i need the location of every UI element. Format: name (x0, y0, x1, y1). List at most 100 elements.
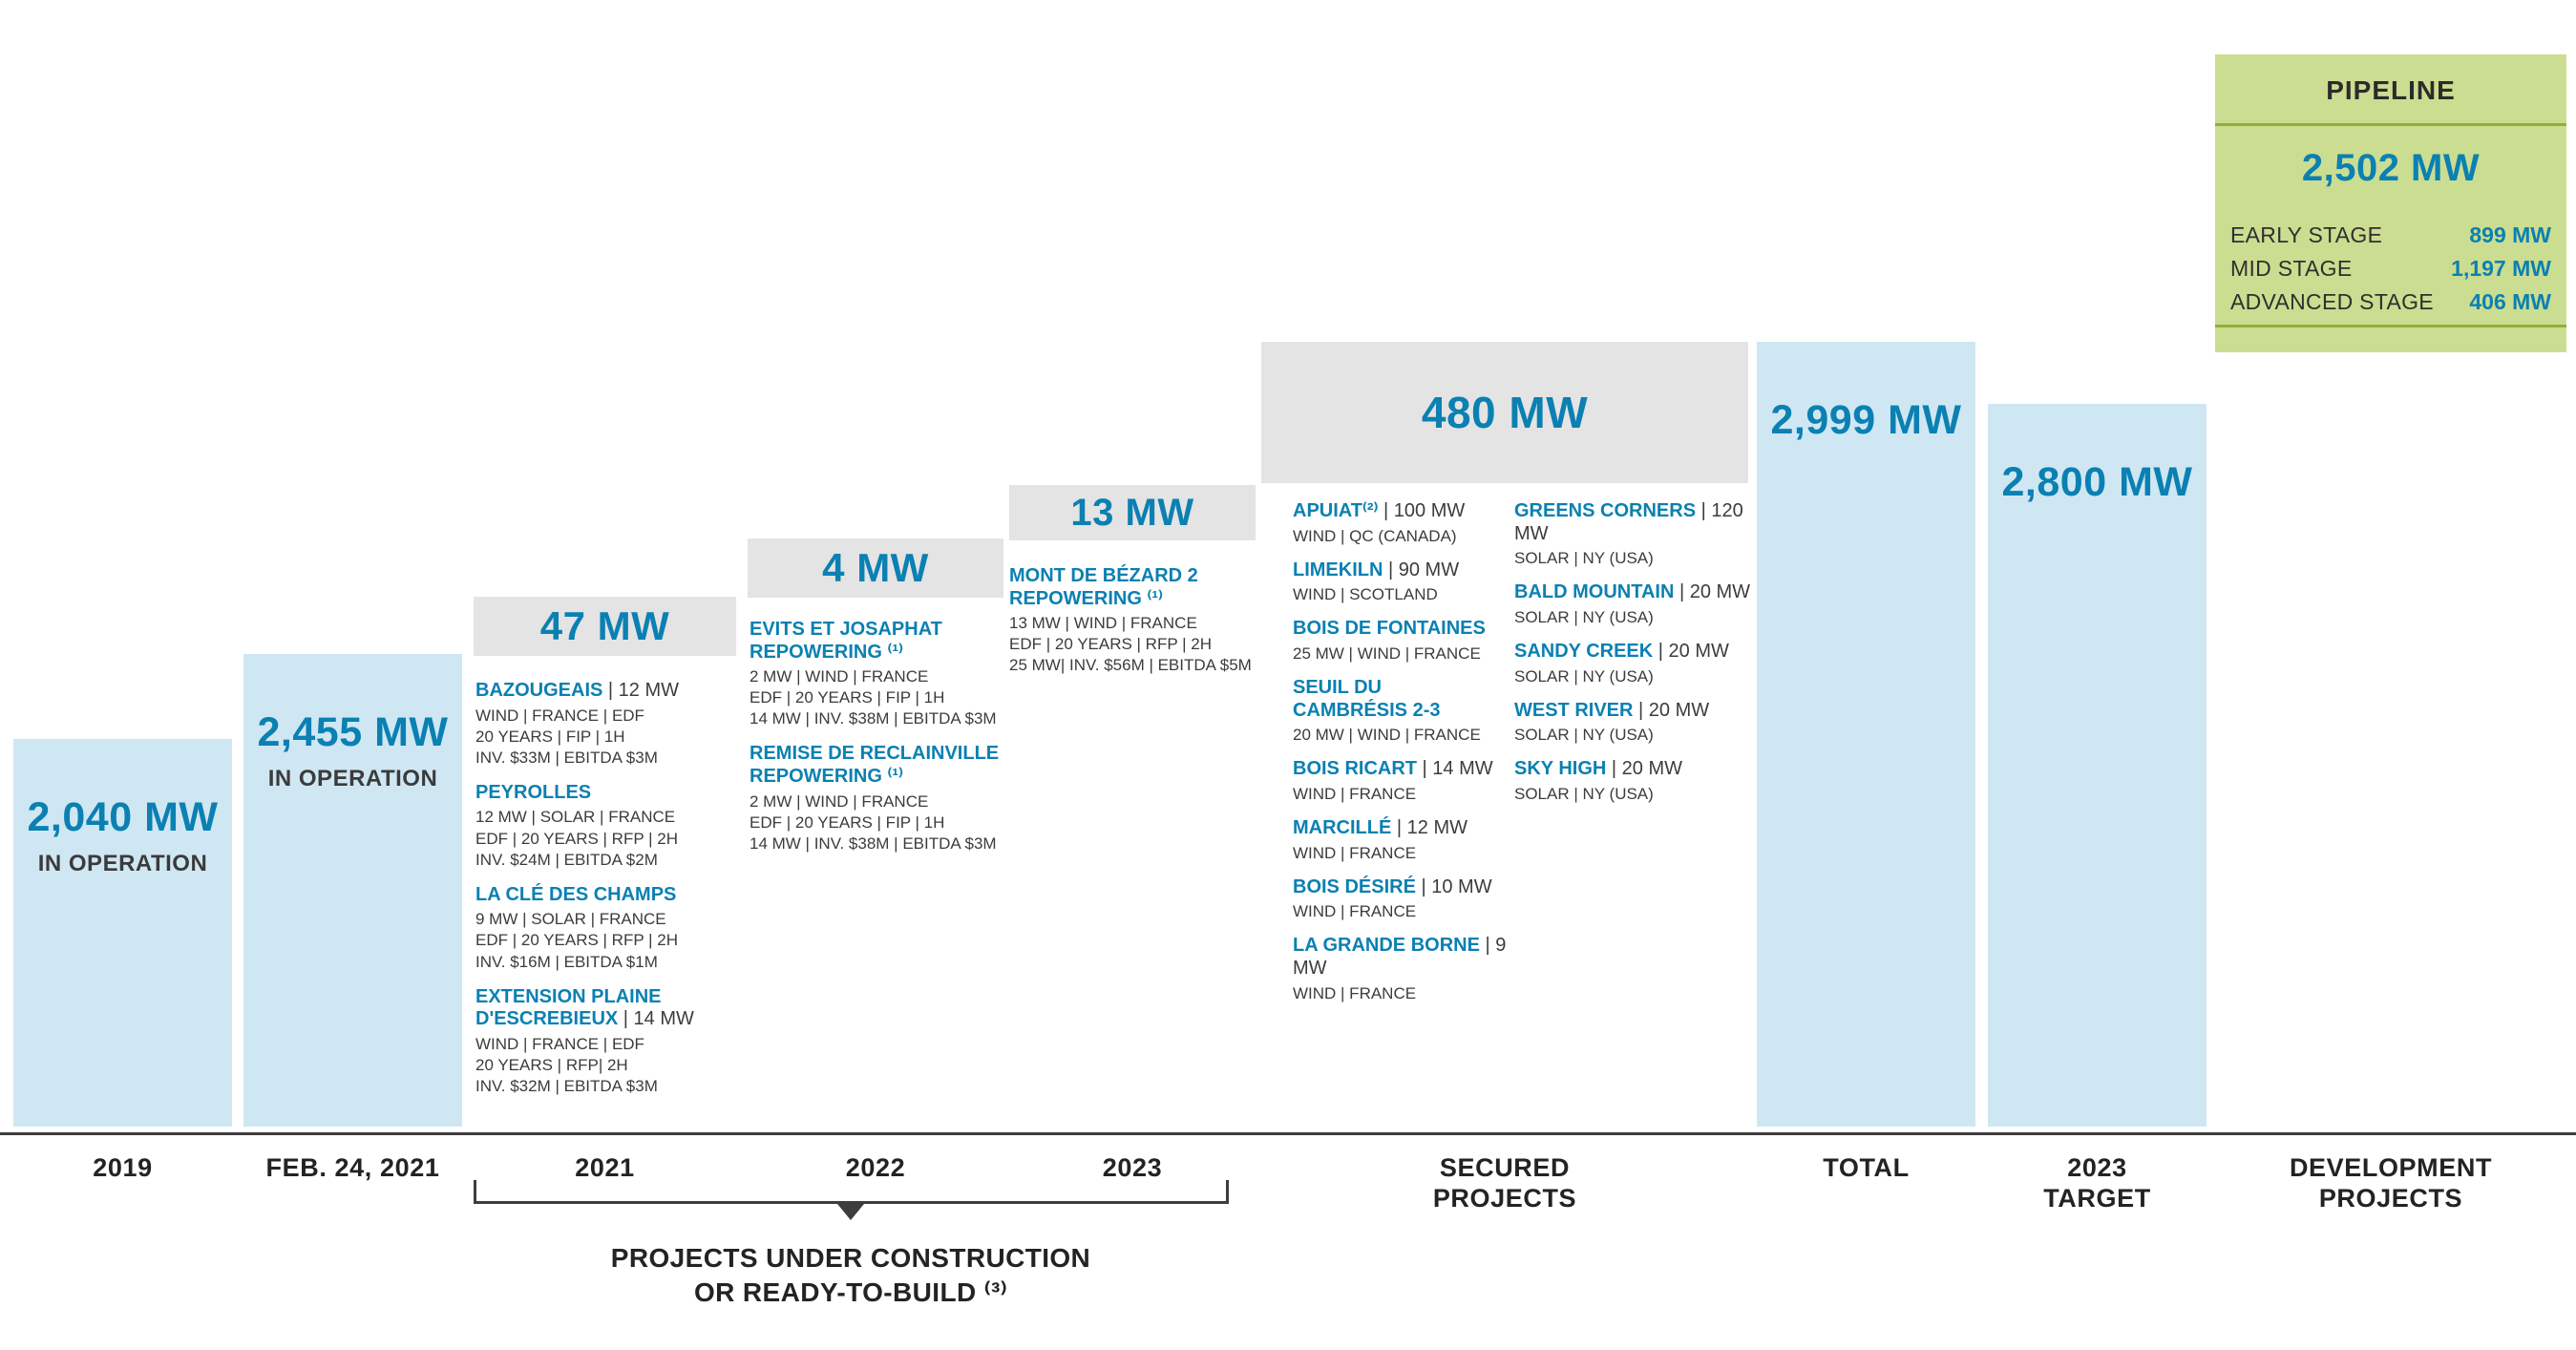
project-name-text: BOIS DE FONTAINES (1293, 618, 1486, 640)
project-capacity: | 20 MW (1606, 758, 1682, 780)
secured-project-list-2: GREENS CORNERS | 120 MW SOLAR | NY (USA)… (1514, 500, 1751, 817)
project-capacity: | 90 MW (1383, 559, 1460, 580)
project-entry: LA CLÉ DES CHAMPS 9 MW | SOLAR | FRANCE … (475, 884, 741, 973)
project-details: WIND | FRANCE (1293, 902, 1417, 921)
project-name-text: BOIS RICART (1293, 758, 1417, 780)
project-name: BAZOUGEAIS | 12 MW (475, 680, 741, 703)
pipeline-stage-row: ADVANCED STAGE 406 MW (2230, 289, 2551, 315)
pipeline-top-divider (2215, 123, 2566, 126)
project-details: 25 MW | WIND | FRANCE (1293, 643, 1481, 663)
project-capacity: | 120 MW (1514, 500, 1743, 544)
project-capacity: | 10 MW (1415, 875, 1492, 897)
project-entry: LIMEKILN | 90 MW WIND | SCOTLAND (1293, 559, 1510, 606)
project-name-text: PEYROLLES (475, 781, 592, 803)
project-details: SOLAR | NY (USA) (1514, 726, 1654, 745)
bar-total: 2,999 MW (1757, 342, 1975, 1127)
pipeline-stage-list: EARLY STAGE 899 MW MID STAGE 1,197 MW AD… (2230, 222, 2551, 315)
project-name: BOIS RICART | 14 MW (1293, 758, 1510, 781)
step-header-secured-mw: 480 MW (1261, 342, 1748, 483)
project-name-text: REMISE DE RECLAINVILLE REPOWERING ⁽¹⁾ (750, 743, 1000, 788)
project-name-text: SKY HIGH (1514, 758, 1607, 780)
axis-label-2023-target: 2023 TARGET (2043, 1153, 2151, 1213)
x-axis-line (0, 1132, 2576, 1135)
project-entry: APUIAT⁽²⁾ | 100 MW WIND | QC (CANADA) (1293, 500, 1510, 547)
bar-feb-subtitle: IN OPERATION (267, 766, 438, 791)
construction-bracket (474, 1201, 1229, 1204)
project-name-text: APUIAT⁽²⁾ (1293, 500, 1379, 521)
project-name: BOIS DE FONTAINES (1293, 618, 1510, 641)
project-capacity: | 9 MW (1293, 935, 1507, 979)
down-triangle-icon (837, 1204, 864, 1220)
project-entry: BOIS DE FONTAINES 25 MW | WIND | FRANCE (1293, 618, 1510, 664)
project-details: 2 MW | WIND | FRANCE EDF | 20 YEARS | FI… (750, 667, 997, 728)
project-details: 12 MW | SOLAR | FRANCE EDF | 20 YEARS | … (475, 808, 678, 869)
axis-label-2021: 2021 (575, 1153, 635, 1182)
project-name: APUIAT⁽²⁾ | 100 MW (1293, 500, 1510, 523)
project-name-text: EXTENSION PLAINE D'ESCREBIEUX (475, 985, 662, 1030)
project-details: 2 MW | WIND | FRANCE EDF | 20 YEARS | FI… (750, 791, 997, 853)
project-entry: PEYROLLES 12 MW | SOLAR | FRANCE EDF | 2… (475, 782, 741, 871)
project-entry: REMISE DE RECLAINVILLE REPOWERING ⁽¹⁾ 2 … (750, 743, 1015, 854)
bar-label: 2,999 MW (1757, 342, 1975, 444)
bar-feb-value: 2,455 MW (257, 709, 449, 755)
project-entry: EXTENSION PLAINE D'ESCREBIEUX | 14 MW WI… (475, 986, 741, 1097)
axis-label-2022: 2022 (845, 1153, 906, 1182)
project-details: SOLAR | NY (USA) (1514, 549, 1654, 568)
project-name-text: BOIS DÉSIRÉ (1293, 875, 1416, 897)
project-name-text: BAZOUGEAIS (475, 680, 603, 701)
bar-label: 2,040 MW IN OPERATION (13, 739, 232, 877)
project-details: WIND | FRANCE | EDF 20 YEARS | FIP | 1H … (475, 706, 658, 767)
step-header-2022-mw: 4 MW (748, 538, 1003, 598)
project-details: WIND | FRANCE | EDF 20 YEARS | RFP| 2H I… (475, 1034, 658, 1095)
pipeline-stage-row: EARLY STAGE 899 MW (2230, 222, 2551, 248)
project-name: BALD MOUNTAIN | 20 MW (1514, 581, 1751, 604)
step-header-2023-mw: 13 MW (1009, 485, 1256, 540)
project-list-2022: EVITS ET JOSAPHAT REPOWERING ⁽¹⁾ 2 MW | … (750, 619, 1015, 868)
bar-total-value: 2,999 MW (1770, 397, 1962, 443)
pipeline-total-value: 2,502 MW (2301, 147, 2481, 189)
project-details: WIND | QC (CANADA) (1293, 526, 1457, 545)
project-entry: SANDY CREEK | 20 MW SOLAR | NY (USA) (1514, 641, 1751, 687)
project-list-2021: BAZOUGEAIS | 12 MW WIND | FRANCE | EDF 2… (475, 680, 741, 1110)
project-name: EXTENSION PLAINE D'ESCREBIEUX | 14 MW (475, 986, 741, 1031)
project-entry: SEUIL DU CAMBRÉSIS 2-3 20 MW | WIND | FR… (1293, 677, 1510, 746)
bar-2019-value: 2,040 MW (27, 794, 219, 840)
project-name-text: MONT DE BÉZARD 2 REPOWERING ⁽¹⁾ (1009, 565, 1198, 609)
pipeline-box: PIPELINE 2,502 MW EARLY STAGE 899 MW MID… (2215, 54, 2566, 352)
project-entry: BOIS DÉSIRÉ | 10 MW WIND | FRANCE (1293, 876, 1510, 923)
project-name-text: LA GRANDE BORNE (1293, 935, 1480, 957)
project-name: LA GRANDE BORNE | 9 MW (1293, 935, 1510, 980)
project-details: 20 MW | WIND | FRANCE (1293, 726, 1481, 745)
project-entry: BALD MOUNTAIN | 20 MW SOLAR | NY (USA) (1514, 581, 1751, 628)
bar-target-value: 2,800 MW (2001, 459, 2193, 505)
pipeline-stage-label: ADVANCED STAGE (2230, 289, 2434, 314)
project-capacity: | 14 MW (618, 1008, 694, 1030)
project-name-text: LIMEKILN (1293, 559, 1383, 580)
project-capacity: | 12 MW (602, 680, 679, 701)
project-capacity: | 100 MW (1378, 500, 1466, 521)
project-entry: BAZOUGEAIS | 12 MW WIND | FRANCE | EDF 2… (475, 680, 741, 769)
project-capacity: | 20 MW (1653, 640, 1729, 662)
axis-label-2023: 2023 (1102, 1153, 1163, 1182)
pipeline-stage-value: 1,197 MW (2451, 256, 2551, 281)
construction-note: PROJECTS UNDER CONSTRUCTION OR READY-TO-… (610, 1243, 1091, 1308)
axis-label-2019: 2019 (93, 1153, 153, 1182)
project-name-text: WEST RIVER (1514, 699, 1634, 721)
secured-project-list-1: APUIAT⁽²⁾ | 100 MW WIND | QC (CANADA) LI… (1293, 500, 1510, 1017)
project-name: MARCILLÉ | 12 MW (1293, 817, 1510, 840)
step-header-2021-mw: 47 MW (474, 597, 736, 656)
axis-label-feb-24-2021: FEB. 24, 2021 (265, 1153, 440, 1182)
project-entry: BOIS RICART | 14 MW WIND | FRANCE (1293, 758, 1510, 805)
project-details: WIND | SCOTLAND (1293, 585, 1438, 604)
project-details: WIND | FRANCE (1293, 843, 1417, 862)
pipeline-stage-value: 406 MW (2469, 289, 2551, 314)
project-name: LA CLÉ DES CHAMPS (475, 884, 741, 907)
project-details: 13 MW | WIND | FRANCE EDF | 20 YEARS | R… (1009, 614, 1252, 675)
bar-2023-target: 2,800 MW (1988, 404, 2206, 1127)
project-name: SANDY CREEK | 20 MW (1514, 641, 1751, 664)
project-name-text: EVITS ET JOSAPHAT REPOWERING ⁽¹⁾ (750, 619, 942, 663)
axis-label-secured-projects: SECURED PROJECTS (1432, 1153, 1577, 1213)
project-entry: GREENS CORNERS | 120 MW SOLAR | NY (USA) (1514, 500, 1751, 569)
project-name-text: LA CLÉ DES CHAMPS (475, 883, 677, 905)
